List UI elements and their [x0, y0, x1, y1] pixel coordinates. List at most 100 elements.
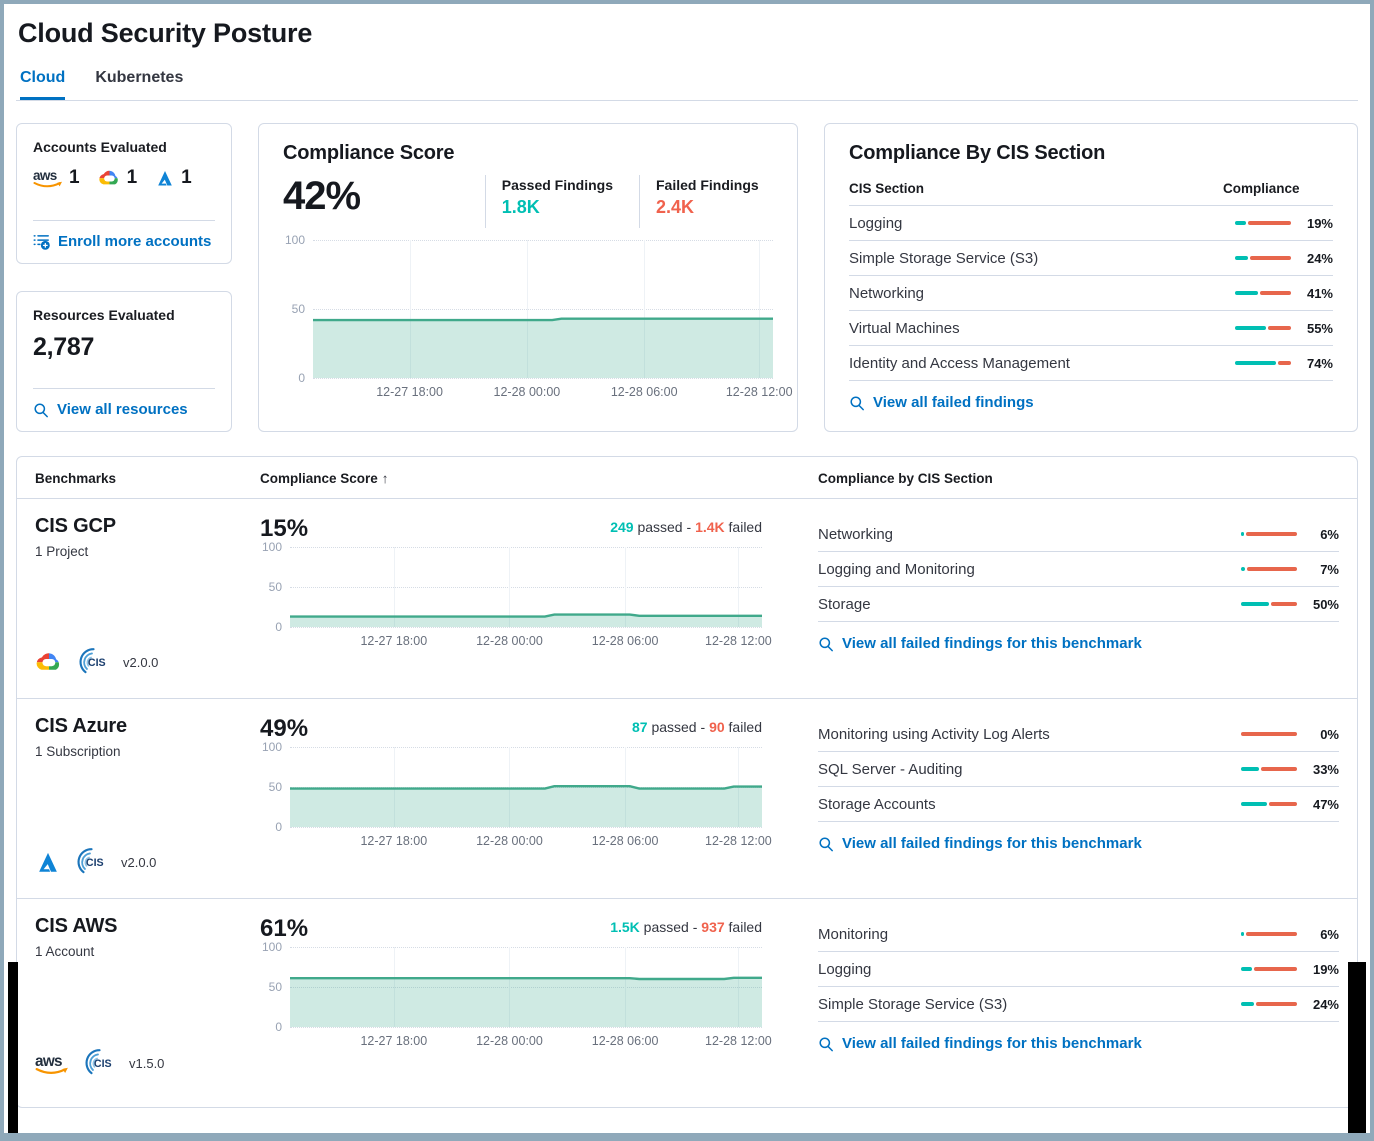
accounts-evaluated-title: Accounts Evaluated	[33, 139, 167, 155]
cis-section-row: Networking 41%	[849, 276, 1333, 311]
failed-findings-block: Failed Findings 2.4K	[639, 175, 767, 228]
cis-azure-trend-chart: 100 50 0 12-27 18:00 12-28 00:00 12-28 06:00 1…	[261, 740, 772, 848]
page-title: Cloud Security Posture	[18, 18, 313, 48]
benchmark-section-row: Logging 19%	[818, 952, 1339, 987]
benchmark-section-row: Monitoring using Activity Log Alerts 0%	[818, 717, 1339, 752]
benchmark-name: CIS AWS	[35, 915, 118, 937]
benchmark-row-cis-azure: CIS Azure 1 Subscription v2.0.0 49% 87 p…	[17, 699, 1357, 899]
passed-findings-block: Passed Findings 1.8K	[484, 175, 613, 228]
compliance-bar	[1241, 967, 1297, 971]
desktop-background-strip	[8, 962, 18, 1133]
compliance-bar	[1235, 361, 1291, 365]
compliance-score-value: 42%	[283, 174, 361, 218]
passed-failed-summary: 1.5K passed - 937 failed	[610, 919, 762, 935]
benchmark-section-row: Logging and Monitoring 7%	[818, 552, 1339, 587]
benchmark-name: CIS Azure	[35, 715, 127, 737]
tab-bar: Cloud Kubernetes	[16, 69, 1358, 101]
compliance-bar	[1241, 532, 1297, 536]
summary-section: Accounts Evaluated 1	[16, 123, 1358, 432]
benchmark-section-row: Simple Storage Service (S3) 24%	[818, 987, 1339, 1022]
cis-section-card-title: Compliance By CIS Section	[849, 142, 1106, 164]
benchmark-section-row: Storage 50%	[818, 587, 1339, 622]
azure-logo-icon	[158, 171, 172, 186]
aws-account-count: 1	[33, 167, 80, 189]
benchmark-version: v2.0.0	[121, 854, 157, 870]
benchmark-row-cis-aws: CIS AWS 1 Account v1.5.0 61% 1.5K passed	[17, 899, 1357, 1099]
accounts-evaluated-card: Accounts Evaluated 1	[16, 123, 232, 264]
resources-evaluated-title: Resources Evaluated	[33, 307, 175, 323]
compliance-score-trend-chart: 100 50 0 12-27 18:00 12-28 00:00 12-28 06:00 1…	[284, 233, 793, 399]
card-divider	[33, 220, 215, 221]
view-failed-findings-benchmark-link[interactable]: View all failed findings for this benchm…	[818, 635, 1339, 652]
gcp-logo-icon	[36, 653, 60, 670]
benchmark-score: 15%	[260, 515, 309, 542]
cis-logo-icon	[79, 648, 107, 674]
search-icon	[819, 1036, 833, 1051]
compliance-bar	[1241, 602, 1297, 606]
benchmark-version: v2.0.0	[123, 654, 159, 670]
compliance-bar	[1235, 326, 1291, 330]
benchmarks-table: Benchmarks Compliance Score ↑ Compliance …	[16, 456, 1358, 1108]
benchmark-score: 49%	[260, 715, 309, 742]
gcp-account-count: 1	[98, 167, 137, 189]
compliance-bar	[1235, 221, 1291, 225]
tab-cloud[interactable]: Cloud	[20, 69, 65, 100]
benchmark-section-row: Monitoring 6%	[818, 917, 1339, 952]
cis-section-row: Logging 19%	[849, 206, 1333, 241]
compliance-bar	[1241, 767, 1297, 771]
compliance-bar	[1241, 567, 1297, 571]
benchmark-scope: 1 Project	[35, 544, 89, 559]
compliance-bar	[1235, 291, 1291, 295]
benchmark-row-cis-gcp: CIS GCP 1 Project v2.0.0	[17, 499, 1357, 699]
benchmark-name: CIS GCP	[35, 515, 116, 537]
aws-logo-icon	[35, 1051, 69, 1074]
cis-section-row: Identity and Access Management 74%	[849, 346, 1333, 381]
cis-logo-icon	[85, 1049, 113, 1075]
resources-evaluated-card: Resources Evaluated 2,787 View all resou…	[16, 291, 232, 432]
azure-logo-icon	[39, 852, 57, 872]
enroll-more-accounts-link[interactable]: Enroll more accounts	[33, 233, 215, 250]
benchmark-score: 61%	[260, 915, 309, 942]
view-failed-findings-benchmark-link[interactable]: View all failed findings for this benchm…	[818, 1035, 1339, 1052]
benchmark-section-row: Storage Accounts 47%	[818, 787, 1339, 822]
benchmark-version: v1.5.0	[129, 1055, 165, 1071]
view-all-failed-findings-link[interactable]: View all failed findings	[849, 394, 1333, 411]
desktop-background-strip	[1348, 962, 1366, 1133]
failed-findings-value: 2.4K	[656, 197, 695, 217]
azure-account-count: 1	[155, 167, 192, 189]
compliance-bar	[1235, 256, 1291, 260]
col-benchmarks: Benchmarks	[35, 471, 117, 486]
passed-failed-summary: 87 passed - 90 failed	[631, 719, 762, 735]
list-add-icon	[33, 235, 50, 250]
benchmark-section-row: Networking 6%	[818, 517, 1339, 552]
benchmark-section-row: SQL Server - Auditing 33%	[818, 752, 1339, 787]
compliance-bar	[1241, 732, 1297, 736]
search-icon	[819, 836, 833, 851]
cis-gcp-trend-chart: 100 50 0 12-27 18:00 12-28 00:00 12-28 06:00 1…	[261, 540, 772, 648]
sort-ascending-icon: ↑	[381, 471, 389, 486]
view-failed-findings-benchmark-link[interactable]: View all failed findings for this benchm…	[818, 835, 1339, 852]
benchmark-scope: 1 Subscription	[35, 744, 121, 759]
compliance-by-cis-section-card: Compliance By CIS Section CIS Section Co…	[824, 123, 1358, 432]
cis-table-header: CIS Section Compliance	[849, 181, 1333, 206]
tab-kubernetes[interactable]: Kubernetes	[95, 69, 184, 86]
card-divider	[33, 388, 215, 389]
search-icon	[850, 395, 864, 410]
compliance-bar	[1241, 802, 1297, 806]
passed-failed-summary: 249 passed - 1.4K failed	[610, 519, 762, 535]
passed-findings-value: 1.8K	[501, 197, 540, 217]
col-compliance-score-sort[interactable]: Compliance Score ↑	[260, 471, 389, 486]
search-icon	[34, 402, 48, 417]
compliance-bar	[1241, 1002, 1297, 1006]
compliance-score-title: Compliance Score	[283, 142, 455, 164]
cis-logo-icon	[77, 848, 105, 874]
benchmark-scope: 1 Account	[35, 944, 95, 959]
cis-section-row: Virtual Machines 55%	[849, 311, 1333, 346]
resources-evaluated-value: 2,787	[33, 333, 95, 361]
col-compliance-by-cis-section: Compliance by CIS Section	[818, 471, 993, 486]
gcp-logo-icon	[98, 170, 118, 185]
view-all-resources-link[interactable]: View all resources	[33, 401, 215, 418]
aws-logo-icon	[33, 168, 63, 188]
search-icon	[819, 636, 833, 651]
